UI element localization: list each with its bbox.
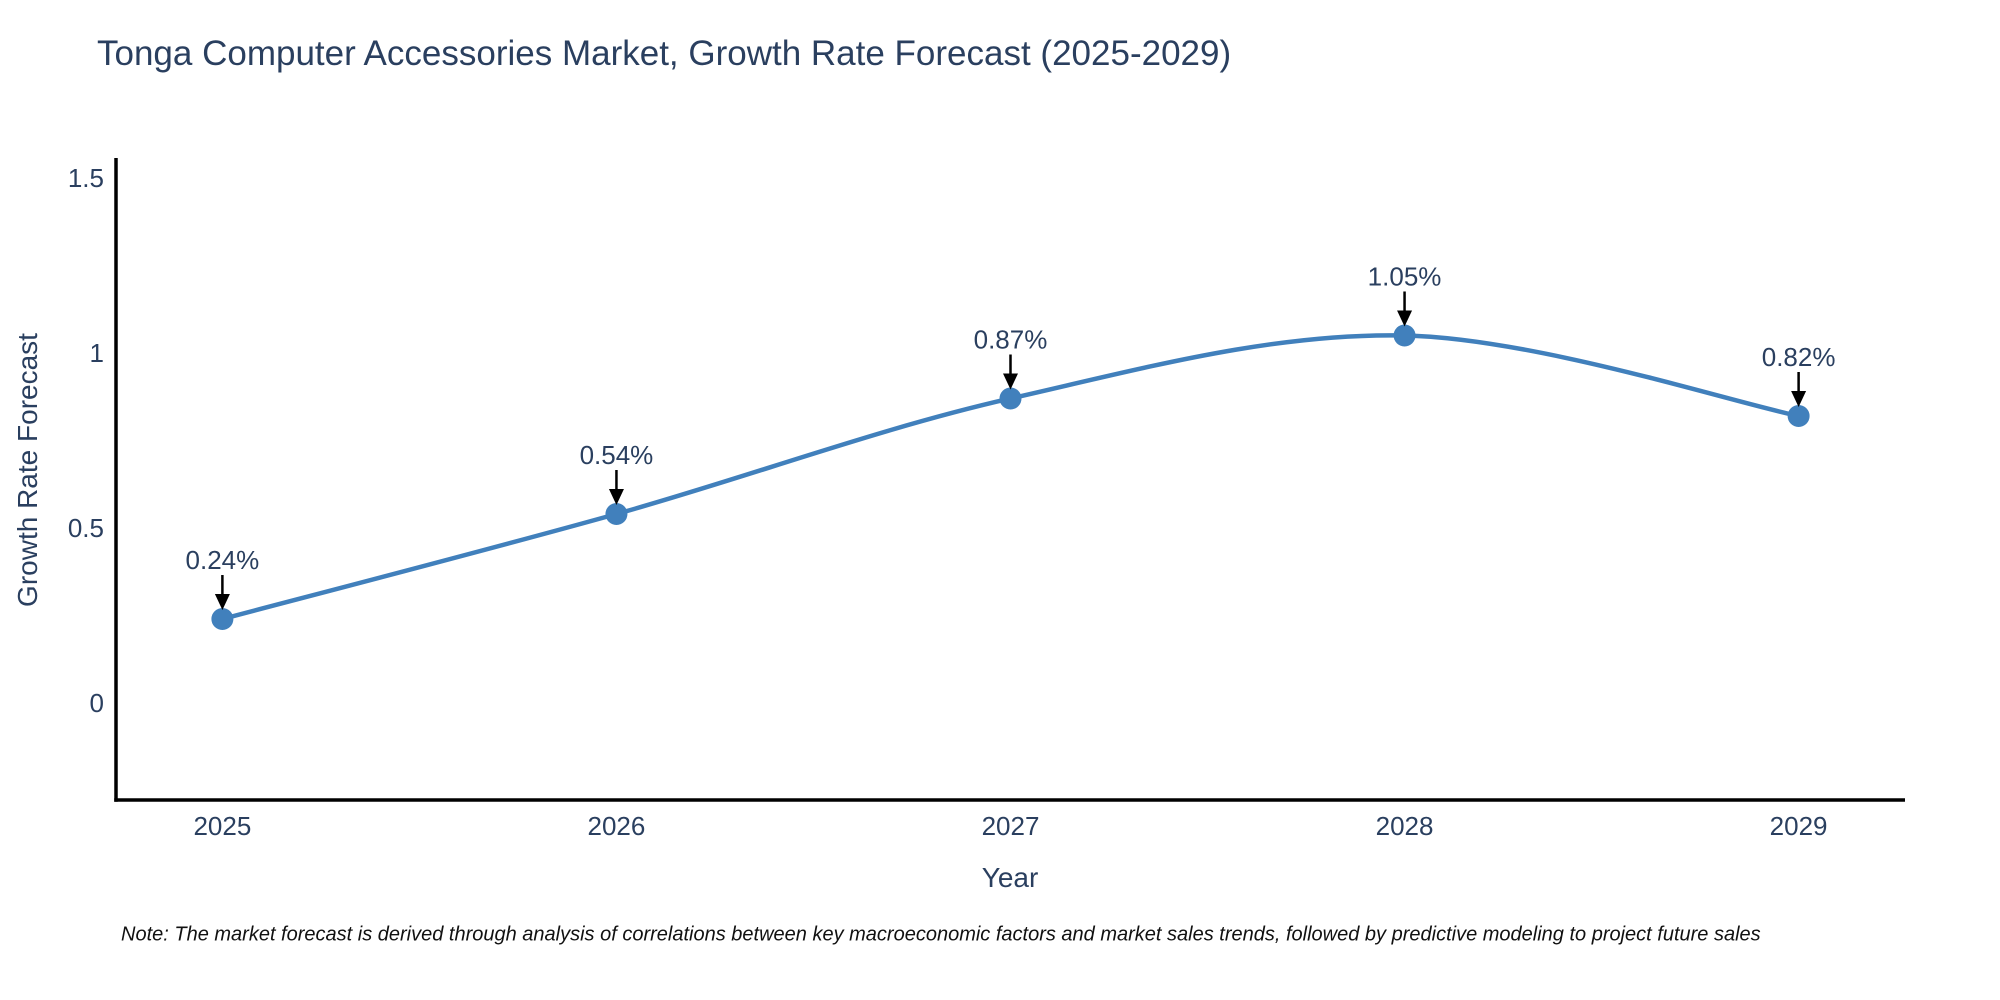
annotation-arrow-head: [608, 489, 624, 506]
data-point[interactable]: [211, 608, 234, 631]
y-tick-label: 1.5: [68, 163, 104, 193]
x-axis-title: Year: [981, 862, 1039, 893]
y-tick-label: 0: [90, 688, 104, 718]
y-tick-label: 1: [90, 338, 104, 368]
x-tick-label: 2029: [1770, 811, 1828, 841]
x-tick-label: 2025: [193, 811, 251, 841]
data-point[interactable]: [999, 387, 1022, 410]
data-point-label: 0.87%: [974, 324, 1048, 354]
chart-title: Tonga Computer Accessories Market, Growt…: [97, 34, 1232, 73]
annotation-arrow-head: [1003, 373, 1018, 390]
y-tick-label: 0.5: [68, 513, 104, 543]
data-point[interactable]: [605, 503, 628, 526]
data-point[interactable]: [1393, 324, 1416, 347]
footnote: Note: The market forecast is derived thr…: [121, 923, 1761, 946]
x-tick-label: 2026: [588, 811, 646, 841]
data-point-label: 0.54%: [580, 440, 654, 470]
data-point-label: 1.05%: [1368, 261, 1442, 291]
data-point-label: 0.24%: [186, 545, 260, 575]
annotation-arrow-head: [1397, 310, 1413, 327]
annotation-arrow-head: [1791, 390, 1807, 407]
data-point-label: 0.82%: [1762, 342, 1836, 372]
x-tick-label: 2027: [982, 811, 1040, 841]
data-point[interactable]: [1787, 404, 1810, 427]
annotation-arrow-head: [214, 594, 230, 611]
x-tick-label: 2028: [1376, 811, 1434, 841]
